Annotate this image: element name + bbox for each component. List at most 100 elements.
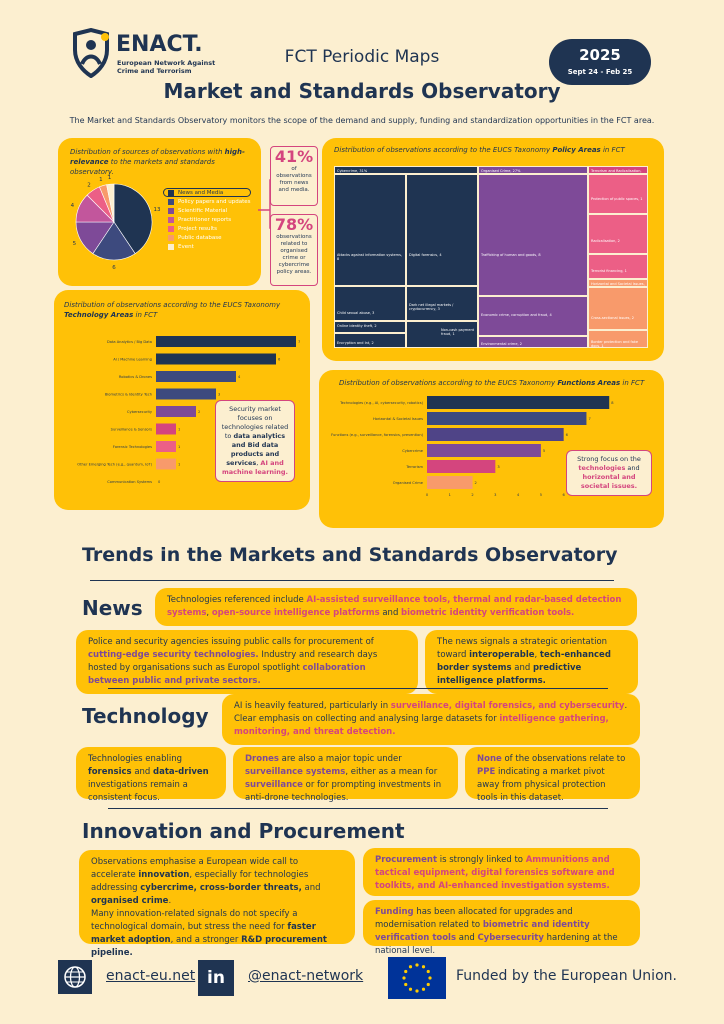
legend-item: Scientific Material — [168, 206, 251, 215]
stat-2-value: 78% — [274, 215, 314, 234]
eu-star-icon — [408, 965, 413, 969]
functions-note: Strong focus on the technologies and hor… — [566, 450, 652, 496]
enact-logo: ENACT. European Network Against Crime an… — [72, 28, 216, 82]
legend-swatch — [168, 198, 174, 205]
x-tick-label: 4 — [517, 493, 520, 497]
legend-label: Public database — [178, 234, 222, 241]
funded-text: Funded by the European Union. — [456, 968, 677, 984]
treemap-cell: Border protection and fake docs, 1 — [588, 330, 648, 348]
bar — [427, 412, 587, 425]
bar-value-label: 5 — [543, 449, 545, 453]
legend-label: News and Media — [178, 189, 224, 196]
legend-item: Public database — [168, 233, 251, 242]
bar-category-label: Horizontal & Societal Issues — [373, 417, 423, 421]
innovation-paragraph-2: Procurement is strongly linked to Ammuni… — [363, 848, 640, 896]
legend-label: Project results — [178, 225, 217, 232]
functions-card: Distribution of observations according t… — [319, 370, 664, 528]
eu-star-icon — [415, 989, 419, 993]
bar-value-label: 1 — [178, 463, 180, 467]
legend-swatch — [168, 234, 174, 241]
period-label: Sept 24 - Feb 25 — [567, 68, 633, 76]
bar — [156, 371, 236, 382]
bar-category-label: Technologies (e.g., AI, cybersecurity, r… — [339, 401, 424, 405]
x-tick-label: 1 — [449, 493, 451, 497]
logo-name: ENACT. — [116, 32, 203, 57]
innovation-paragraph-1: Observations emphasise a European wide c… — [79, 850, 355, 958]
eu-flag-icon — [388, 957, 446, 999]
social-link[interactable]: @enact-network — [248, 968, 364, 984]
news-paragraph-3: The news signals a strategic orientation… — [425, 630, 638, 694]
eu-star-icon — [421, 987, 426, 991]
tech-note: Security market focuses on technologies … — [215, 400, 295, 482]
treemap-cell: Environmental crime, 2 — [478, 336, 588, 348]
innovation-heading: Innovation and Procurement — [82, 819, 405, 843]
bar-category-label: Terrorism — [405, 465, 423, 469]
header-subtitle: FCT Periodic Maps — [284, 47, 440, 67]
bar-value-label: 6 — [566, 433, 569, 437]
bar-category-label: Robotics & Drones — [119, 375, 152, 379]
legend-item: Event — [168, 242, 251, 251]
bar — [156, 388, 216, 400]
treemap-cell: Encryption and Int, 2 — [334, 333, 406, 348]
trends-title: Trends in the Markets and Standards Obse… — [82, 544, 618, 566]
legend-label: Scientific Material — [178, 207, 228, 214]
bar-value-label: 3 — [497, 465, 499, 469]
policy-treemap: Cybercrime, 31% Attacks against informat… — [334, 166, 648, 348]
treemap-cell: Attacks against information systems, 8 — [334, 174, 406, 286]
intro-text: The Market and Standards Observatory mon… — [69, 116, 655, 125]
stat-2-text: observations related to organised crime … — [276, 234, 312, 275]
pie-label: 5 — [73, 241, 77, 247]
bar — [156, 336, 296, 347]
x-tick-label: 2 — [471, 493, 473, 497]
legend-item: Project results — [168, 224, 251, 233]
technology-paragraph-3: Drones are also a major topic under surv… — [233, 747, 458, 803]
bar-value-label: 1 — [178, 428, 180, 432]
treemap-cell: Online identity theft, 2 — [334, 321, 406, 333]
legend-item: News and Media — [163, 188, 251, 197]
news-paragraph-2: Police and security agencies issuing pub… — [76, 630, 418, 694]
bar-category-label: Cybersecurity — [127, 410, 153, 414]
treemap-cell: Terrorism and Radicalisation, 14% — [588, 166, 648, 174]
bar-category-label: Data Analytics / Big Data — [107, 340, 152, 344]
treemap-cell: Trafficking of human and goods, 8 — [478, 174, 588, 296]
policy-caption: Distribution of observations according t… — [334, 146, 625, 154]
eu-star-icon — [415, 963, 419, 967]
legend-swatch — [168, 243, 174, 250]
treemap-cell: Horizontal and Societal Issues, 9% — [588, 279, 648, 287]
page-title: Market and Standards Observatory — [163, 79, 561, 103]
legend-label: Practitioner reports — [178, 216, 232, 223]
bar — [156, 458, 176, 470]
bar-category-label: Communication Systems — [107, 480, 152, 484]
year-label: 2025 — [579, 46, 621, 64]
legend-swatch — [168, 216, 174, 223]
treemap-cell: Cross-sectional issues, 2 — [588, 287, 648, 330]
bar-category-label: Functions (e.g., surveillance, forensics… — [331, 433, 423, 437]
website-link[interactable]: enact-eu.net — [106, 968, 196, 984]
trends-divider — [90, 580, 614, 581]
bar — [427, 476, 473, 489]
treemap-cell: Economic crime, corruption and fraud, 4 — [478, 296, 588, 336]
legend-swatch — [168, 189, 174, 196]
pie-label: 2 — [87, 183, 91, 189]
bar-category-label: Organised Crime — [393, 481, 424, 485]
stat-box-2: 78% observations related to organised cr… — [270, 214, 318, 286]
tech-bar-chart: Data Analytics / Big Data 7 AI / Machine L… — [77, 336, 300, 484]
shield-logo-icon — [73, 28, 109, 78]
bar-category-label: AI / Machine Learning — [113, 358, 152, 362]
legend-label: Event — [178, 243, 194, 250]
bar — [156, 406, 196, 417]
globe-icon — [58, 960, 92, 994]
pie-label: 13 — [154, 207, 161, 213]
logo-subtitle-1: European Network Against — [117, 59, 216, 67]
treemap-cell: Dark net illegal markets / cryptocurrenc… — [406, 286, 478, 321]
treemap-cell: Protection of public spaces, 1 — [588, 174, 648, 214]
functions-bar-chart: Technologies (e.g., AI, cybersecurity, r… — [331, 396, 634, 497]
eu-star-icon — [428, 976, 432, 980]
technology-heading: Technology — [82, 704, 209, 728]
bar — [156, 441, 176, 452]
bar-category-label: Cybercrime — [402, 449, 423, 453]
news-paragraph-1: Technologies referenced include AI-assis… — [155, 588, 637, 626]
linkedin-icon: in — [198, 960, 234, 996]
eu-star-icon — [404, 969, 408, 974]
legend-item: Practitioner reports — [168, 215, 251, 224]
